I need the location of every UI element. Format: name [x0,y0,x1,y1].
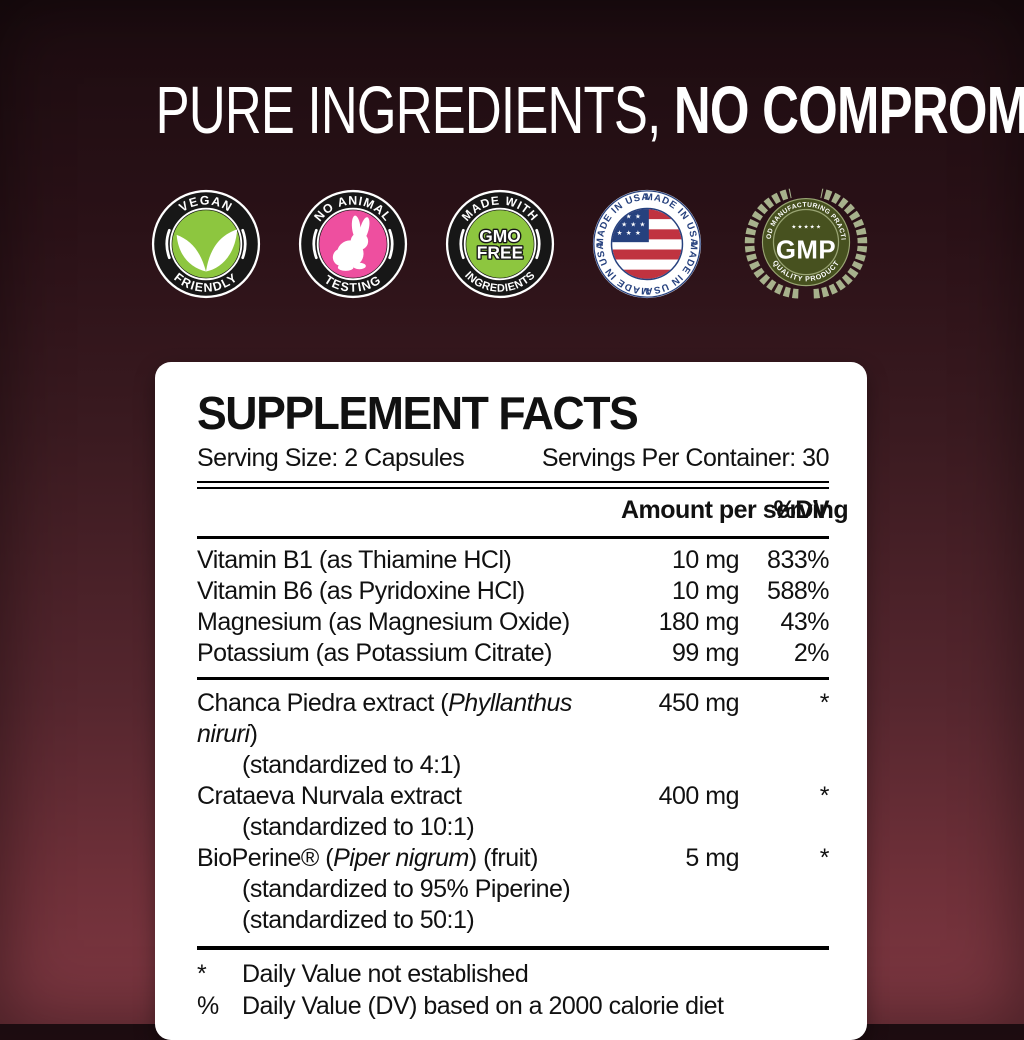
nutrient-amount: 10 mg [672,577,739,605]
nutrient-amount: 10 mg [672,546,739,574]
svg-text:★: ★ [626,230,632,237]
footnote-marker: % [197,992,219,1020]
botanical-amount: 5 mg [685,844,739,872]
divider-thick [197,946,829,950]
serving-size: Serving Size: 2 Capsules [197,444,465,472]
svg-text:★: ★ [626,213,632,220]
svg-text:★: ★ [630,222,636,229]
badge-no-animal-testing: NO ANIMAL TESTING [298,189,408,299]
botanical-dv: * [819,844,830,872]
botanical-standardization: (standardized to 4:1) [242,751,461,779]
svg-text:★: ★ [635,213,641,220]
certification-badges: VEGAN FRIENDLY NO ANIMAL TEST [0,182,1024,306]
nutrient-dv: 43% [780,608,829,636]
botanical-dv: * [819,689,830,717]
botanical-amount: 450 mg [658,689,740,717]
nutrient-name: Vitamin B6 (as Pyridoxine HCl) [197,577,525,605]
divider-double [197,481,829,489]
nutrient-name: Potassium (as Potassium Citrate) [197,639,552,667]
column-header-row: Amount per serving %DV [197,495,849,526]
nutrient-amount: 180 mg [658,608,740,636]
nutrient-dv: 588% [767,577,829,605]
gmp-center-label: GMP [776,236,836,264]
botanical-name: Chanca Piedra extract (Phyllanthus nirur… [197,689,572,748]
botanical-rows: Chanca Piedra extract (Phyllanthus nirur… [197,688,830,936]
us-flag-icon: ★★★ ★★★ ★★★ [612,209,682,279]
botanical-standardization: (standardized to 50:1) [242,906,475,934]
gmo-center-line1: GMO [479,226,521,246]
botanical-dv: * [819,782,830,810]
nutrient-dv: 833% [767,546,829,574]
gmp-stars: ★ ★ ★ ★ ★ [791,225,821,231]
nutrient-name: Vitamin B1 (as Thiamine HCl) [197,546,512,574]
svg-text:★: ★ [621,222,627,229]
divider [197,677,829,680]
nutrient-name: Magnesium (as Magnesium Oxide) [197,608,570,636]
svg-text:★: ★ [635,230,641,237]
badge-vegan-friendly: VEGAN FRIENDLY [151,189,261,299]
column-header-dv: %DV [773,496,830,524]
divider [197,536,829,539]
botanical-name: BioPerine® (Piper nigrum) (fruit) [197,844,538,872]
nutrient-rows: Vitamin B1 (as Thiamine HCl) 10 mg 833% … [197,545,830,669]
botanical-amount: 400 mg [658,782,740,810]
svg-text:TESTING: TESTING [322,272,384,294]
rabbit-icon [332,215,370,271]
footnotes: * Daily Value not established % Daily Va… [197,958,829,1022]
footnote-text: Daily Value not established [242,960,529,988]
footnote-marker: * [197,960,207,988]
footnote-text: Daily Value (DV) based on a 2000 calorie… [242,992,724,1020]
gmo-free-text-icon: GMO FREE [475,225,524,264]
panel-title: SUPPLEMENT FACTS [197,387,639,439]
supplement-facts-panel: SUPPLEMENT FACTS Serving Size: 2 Capsule… [155,362,867,1040]
svg-text:★: ★ [640,222,646,229]
svg-text:VEGAN: VEGAN [177,193,236,214]
nutrient-amount: 99 mg [672,639,739,667]
botanical-standardization: (standardized to 95% Piperine) [242,875,571,903]
page-title-bold: NO COMPROMISES [673,73,1024,148]
svg-text:★: ★ [617,230,623,237]
leaf-icon [176,229,238,272]
botanical-name: Crataeva Nurvala extract [197,782,462,810]
page-title: PURE INGREDIENTS, NO COMPROMISES [0,72,1024,149]
badge-gmo-free: GMO FREE MADE WITH INGREDIENTS [445,189,555,299]
badge-testing-bottom-label: TESTING [322,272,383,294]
botanical-standardization: (standardized to 10:1) [242,813,475,841]
page-title-regular: PURE INGREDIENTS, [155,73,674,148]
gmo-center-line2: FREE [477,243,523,263]
laurel-wreath-icon [744,188,868,299]
servings-per-container: Servings Per Container: 30 [541,444,830,472]
column-header-amount: Amount per serving [621,496,849,524]
serving-info-row: Serving Size: 2 Capsules Servings Per Co… [197,442,830,474]
badge-gmp-seal: GOOD MANUFACTURING PRACTICE QUALITY PROD… [739,182,868,299]
badge-vegan-top-label: VEGAN [177,193,234,214]
badge-made-in-usa: ★★★ ★★★ ★★★ MADE IN USA MADE IN USA MADE… [592,189,702,299]
nutrient-dv: 2% [793,639,830,667]
